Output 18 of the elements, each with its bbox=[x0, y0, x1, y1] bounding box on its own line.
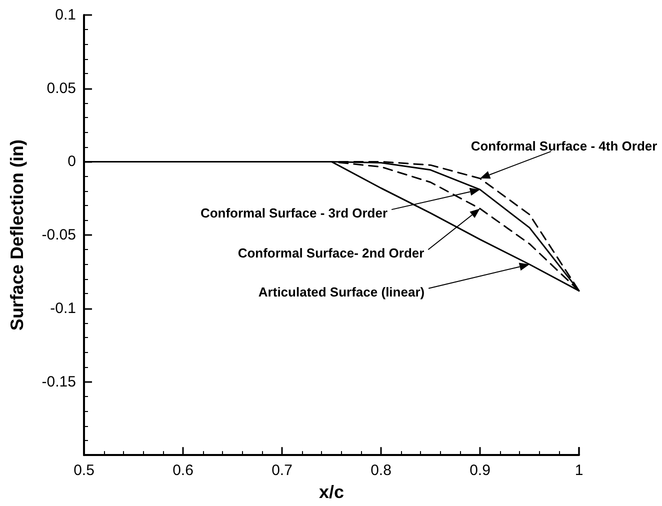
x-tick-label: 0.6 bbox=[172, 462, 194, 480]
x-tick-label: 1 bbox=[574, 462, 584, 480]
annotation: Conformal Surface- 2nd Order bbox=[238, 246, 424, 261]
y-tick-label: 0.05 bbox=[46, 80, 76, 97]
x-tick-label: 0.5 bbox=[74, 462, 94, 480]
y-tick-label: -0.1 bbox=[50, 300, 76, 317]
x-tick-label: 0.9 bbox=[470, 462, 490, 480]
annotation: Articulated Surface (linear) bbox=[258, 284, 425, 300]
y-tick-label: 0 bbox=[68, 153, 76, 170]
y-tick-label: -0.05 bbox=[42, 226, 76, 244]
annotation: Conformal Surface - 3rd Order bbox=[200, 206, 388, 221]
annotation: Conformal Surface - 4th Order bbox=[470, 138, 658, 154]
y-tick-label: 0.1 bbox=[55, 6, 76, 24]
y-tick-label: -0.15 bbox=[42, 373, 76, 390]
x-tick-label: 0.8 bbox=[370, 462, 392, 480]
x-axis-title: x/c bbox=[318, 482, 344, 502]
y-axis-title: Surface Deflection (in) bbox=[7, 140, 27, 331]
x-tick-label: 0.7 bbox=[272, 462, 292, 480]
